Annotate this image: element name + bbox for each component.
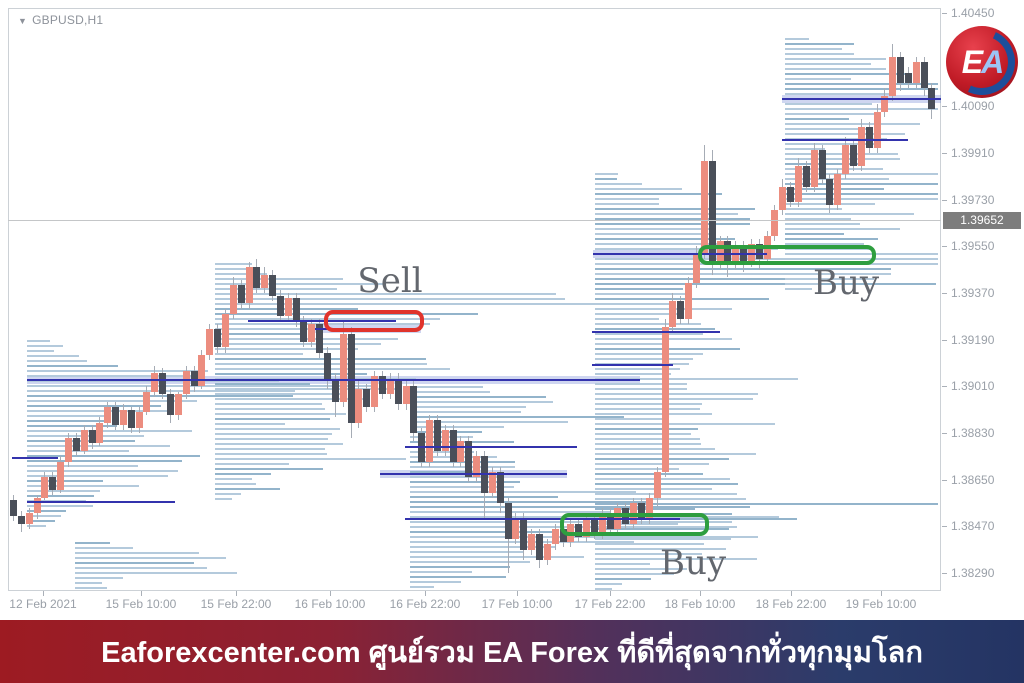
- symbol-timeframe-label[interactable]: ▼ GBPUSD,H1: [18, 13, 103, 27]
- time-axis-label: 16 Feb 10:00: [294, 597, 366, 611]
- time-tick: [791, 591, 792, 596]
- buy-annotation-label-bottom[interactable]: Buy: [659, 543, 727, 583]
- price-tick: [942, 433, 947, 434]
- time-axis-label: 18 Feb 10:00: [664, 597, 736, 611]
- chart-plot-area[interactable]: [8, 8, 941, 591]
- price-axis-label: 1.39370: [951, 286, 995, 300]
- time-axis-label: 12 Feb 2021: [9, 597, 77, 611]
- price-tick: [942, 200, 947, 201]
- price-axis-label: 1.39010: [951, 379, 995, 393]
- time-tick: [610, 591, 611, 596]
- price-axis-label: 1.40090: [951, 99, 995, 113]
- price-tick: [942, 246, 947, 247]
- promo-banner: Eaforexcenter.com ศูนย์รวม EA Forex ที่ด…: [0, 620, 1024, 683]
- logo-letter-a: A: [981, 43, 1004, 80]
- price-tick: [942, 293, 947, 294]
- promo-banner-text: Eaforexcenter.com ศูนย์รวม EA Forex ที่ด…: [101, 636, 923, 669]
- time-axis-label: 15 Feb 22:00: [200, 597, 272, 611]
- price-axis-label: 1.39910: [951, 146, 995, 160]
- time-tick: [700, 591, 701, 596]
- price-axis-label: 1.38650: [951, 473, 995, 487]
- time-tick: [141, 591, 142, 596]
- price-tick: [942, 573, 947, 574]
- time-axis-label: 16 Feb 22:00: [389, 597, 461, 611]
- price-tick: [942, 106, 947, 107]
- time-axis-label: 15 Feb 10:00: [105, 597, 177, 611]
- current-price-tag: 1.39652: [943, 212, 1021, 229]
- price-tick: [942, 13, 947, 14]
- chevron-down-icon: ▼: [18, 16, 28, 26]
- sell-annotation-label[interactable]: Sell: [357, 261, 423, 301]
- buy-zone-rectangle-bottom[interactable]: [560, 513, 709, 536]
- time-tick: [425, 591, 426, 596]
- sell-zone-rectangle[interactable]: [324, 310, 424, 332]
- time-axis-label: 19 Feb 10:00: [845, 597, 917, 611]
- time-tick: [881, 591, 882, 596]
- price-axis-label: 1.39730: [951, 193, 995, 207]
- price-tick: [942, 340, 947, 341]
- price-tick: [942, 526, 947, 527]
- price-axis-label: 1.40450: [951, 6, 995, 20]
- price-axis-label: 1.38830: [951, 426, 995, 440]
- time-axis-label: 17 Feb 10:00: [481, 597, 553, 611]
- price-axis-label: 1.38470: [951, 519, 995, 533]
- symbol-text: GBPUSD,H1: [32, 13, 104, 27]
- time-axis-label: 17 Feb 22:00: [574, 597, 646, 611]
- price-axis-label: 1.39190: [951, 333, 995, 347]
- time-axis-label: 18 Feb 22:00: [755, 597, 827, 611]
- price-axis-label: 1.39550: [951, 239, 995, 253]
- time-tick: [330, 591, 331, 596]
- time-tick: [517, 591, 518, 596]
- time-tick: [43, 591, 44, 596]
- buy-annotation-label-top[interactable]: Buy: [812, 263, 880, 303]
- price-tick: [942, 386, 947, 387]
- time-tick: [236, 591, 237, 596]
- price-tick: [942, 153, 947, 154]
- price-axis-label: 1.38290: [951, 566, 995, 580]
- price-tick: [942, 480, 947, 481]
- buy-zone-rectangle-top[interactable]: [698, 245, 876, 265]
- logo-letter-e: E: [961, 43, 983, 80]
